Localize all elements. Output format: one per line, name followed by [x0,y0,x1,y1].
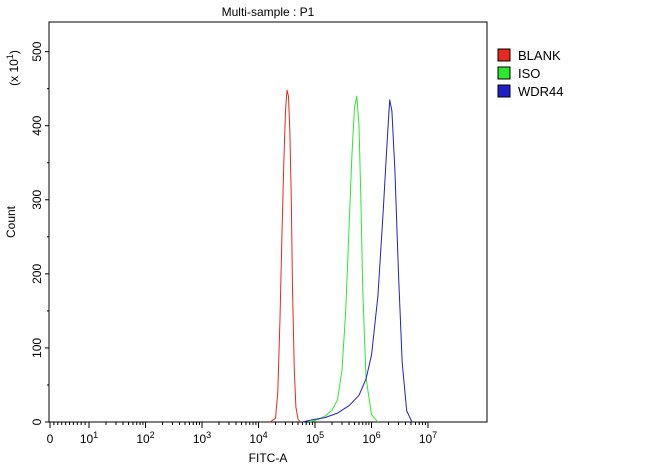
legend-swatch-blank [497,48,511,62]
svg-text:(x 101): (x 101) [5,50,21,86]
x-tick-label: 102 [136,430,154,446]
x-tick-label: 107 [419,430,437,446]
y-axis: 0 100 200 300 400 500 [30,41,49,425]
x-tick-label: 0 [47,432,54,446]
x-tick-label: 105 [306,430,324,446]
x-tick-label: 106 [362,430,380,446]
x-axis: 0 101 102 103 104 105 106 107 [47,422,437,446]
y-tick-label: 200 [30,264,44,284]
series-line-iso [309,95,379,423]
y-tick-label: 0 [30,418,44,425]
series-layer [269,89,413,423]
y-scale-prefix: (x 10 [7,59,21,86]
legend-swatch-iso [497,66,511,80]
legend: BLANK ISO WDR44 [497,48,564,99]
y-tick-label: 400 [30,115,44,135]
y-tick-label: 500 [30,41,44,61]
y-scale-note: (x 101) [5,50,21,86]
series-line-blank [269,89,301,423]
chart-title: Multi-sample : P1 [222,5,315,19]
y-tick-label: 300 [30,189,44,209]
legend-swatch-wdr44 [497,84,511,98]
x-tick-label: 101 [80,430,98,446]
y-scale-exp: 1 [5,54,15,59]
y-scale-suffix: ) [7,50,21,54]
plot-frame [48,21,488,423]
x-tick-label: 104 [249,430,267,446]
series-line-wdr44 [302,99,413,423]
y-axis-title: Count [4,205,18,238]
legend-label-blank: BLANK [518,48,561,63]
legend-label-iso: ISO [518,66,540,81]
y-tick-label: 100 [30,338,44,358]
legend-label-wdr44: WDR44 [518,84,564,99]
x-axis-title: FITC-A [249,451,288,465]
x-tick-label: 103 [193,430,211,446]
